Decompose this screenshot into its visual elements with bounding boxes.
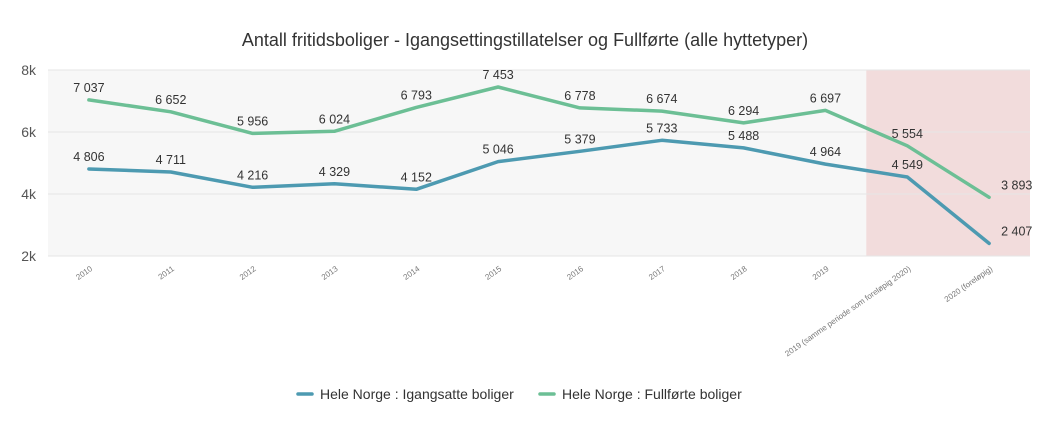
data-label: 7 453 [482,68,513,82]
series-line-1 [87,138,991,246]
data-label: 6 697 [810,91,841,105]
x-tick-label: 2012 [238,264,258,282]
chart-title: Antall fritidsboliger - Igangsettingstil… [242,30,808,50]
data-labels: 4 806 4 711 4 216 4 329 4 152 5 046 5 379 5 733… [73,68,1032,238]
legend-label: Hele Norge : Fullførte boliger [562,386,742,402]
data-label: 6 674 [646,92,677,106]
legend-item[interactable]: Hele Norge : Igangsatte boliger [296,386,514,402]
y-tick-label: 2k [21,248,37,264]
x-tick-label: 2019 [811,264,831,282]
x-axis: 2010 2011 2012 2013 2014 2015 2016 2017 2018 2019… [74,264,994,358]
series-layer [87,85,991,246]
x-tick-label: 2013 [320,264,340,282]
data-label: 4 549 [892,158,923,172]
data-label: 6 652 [155,93,186,107]
data-label: 6 778 [564,89,595,103]
data-label: 5 379 [564,132,595,146]
data-label: 4 329 [319,165,350,179]
data-label: 5 046 [482,143,513,157]
x-tick-label: 2010 [74,264,94,282]
x-tick-label: 2015 [483,264,503,282]
legend: Hele Norge : Igangsatte boliger Hele Norg… [296,386,742,402]
data-label: 5 956 [237,114,268,128]
data-label: 3 893 [1001,178,1032,192]
legend-item[interactable]: Hele Norge : Fullførte boliger [538,386,742,402]
y-axis: 2k 4k 6k 8k [21,62,37,264]
data-label: 7 037 [73,81,104,95]
plot-area [48,69,1030,257]
data-label: 4 216 [237,168,268,182]
data-label: 5 733 [646,121,677,135]
data-label: 5 488 [728,129,759,143]
series-line-2 [87,85,991,200]
x-tick-label: 2011 [157,264,177,282]
data-label: 6 294 [728,104,759,118]
plot-band [866,70,1030,256]
y-tick-label: 6k [21,124,37,140]
legend-label: Hele Norge : Igangsatte boliger [320,386,514,402]
data-label: 6 793 [401,88,432,102]
data-label: 4 711 [156,153,186,167]
data-label: 4 806 [73,150,104,164]
x-tick-label: 2019 (samme periode som foreløpig 2020) [783,264,912,358]
x-tick-label: 2014 [402,264,422,282]
data-label: 6 024 [319,112,350,126]
data-label: 4 152 [401,170,432,184]
x-tick-label: 2016 [565,264,585,282]
data-label: 4 964 [810,145,841,159]
data-label: 2 407 [1001,224,1032,238]
x-tick-label: 2020 (foreløpig) [943,264,995,304]
data-label: 5 554 [892,127,923,141]
y-tick-label: 8k [21,62,37,78]
x-tick-label: 2018 [729,264,749,282]
y-tick-label: 4k [21,186,37,202]
x-tick-label: 2017 [647,264,667,282]
